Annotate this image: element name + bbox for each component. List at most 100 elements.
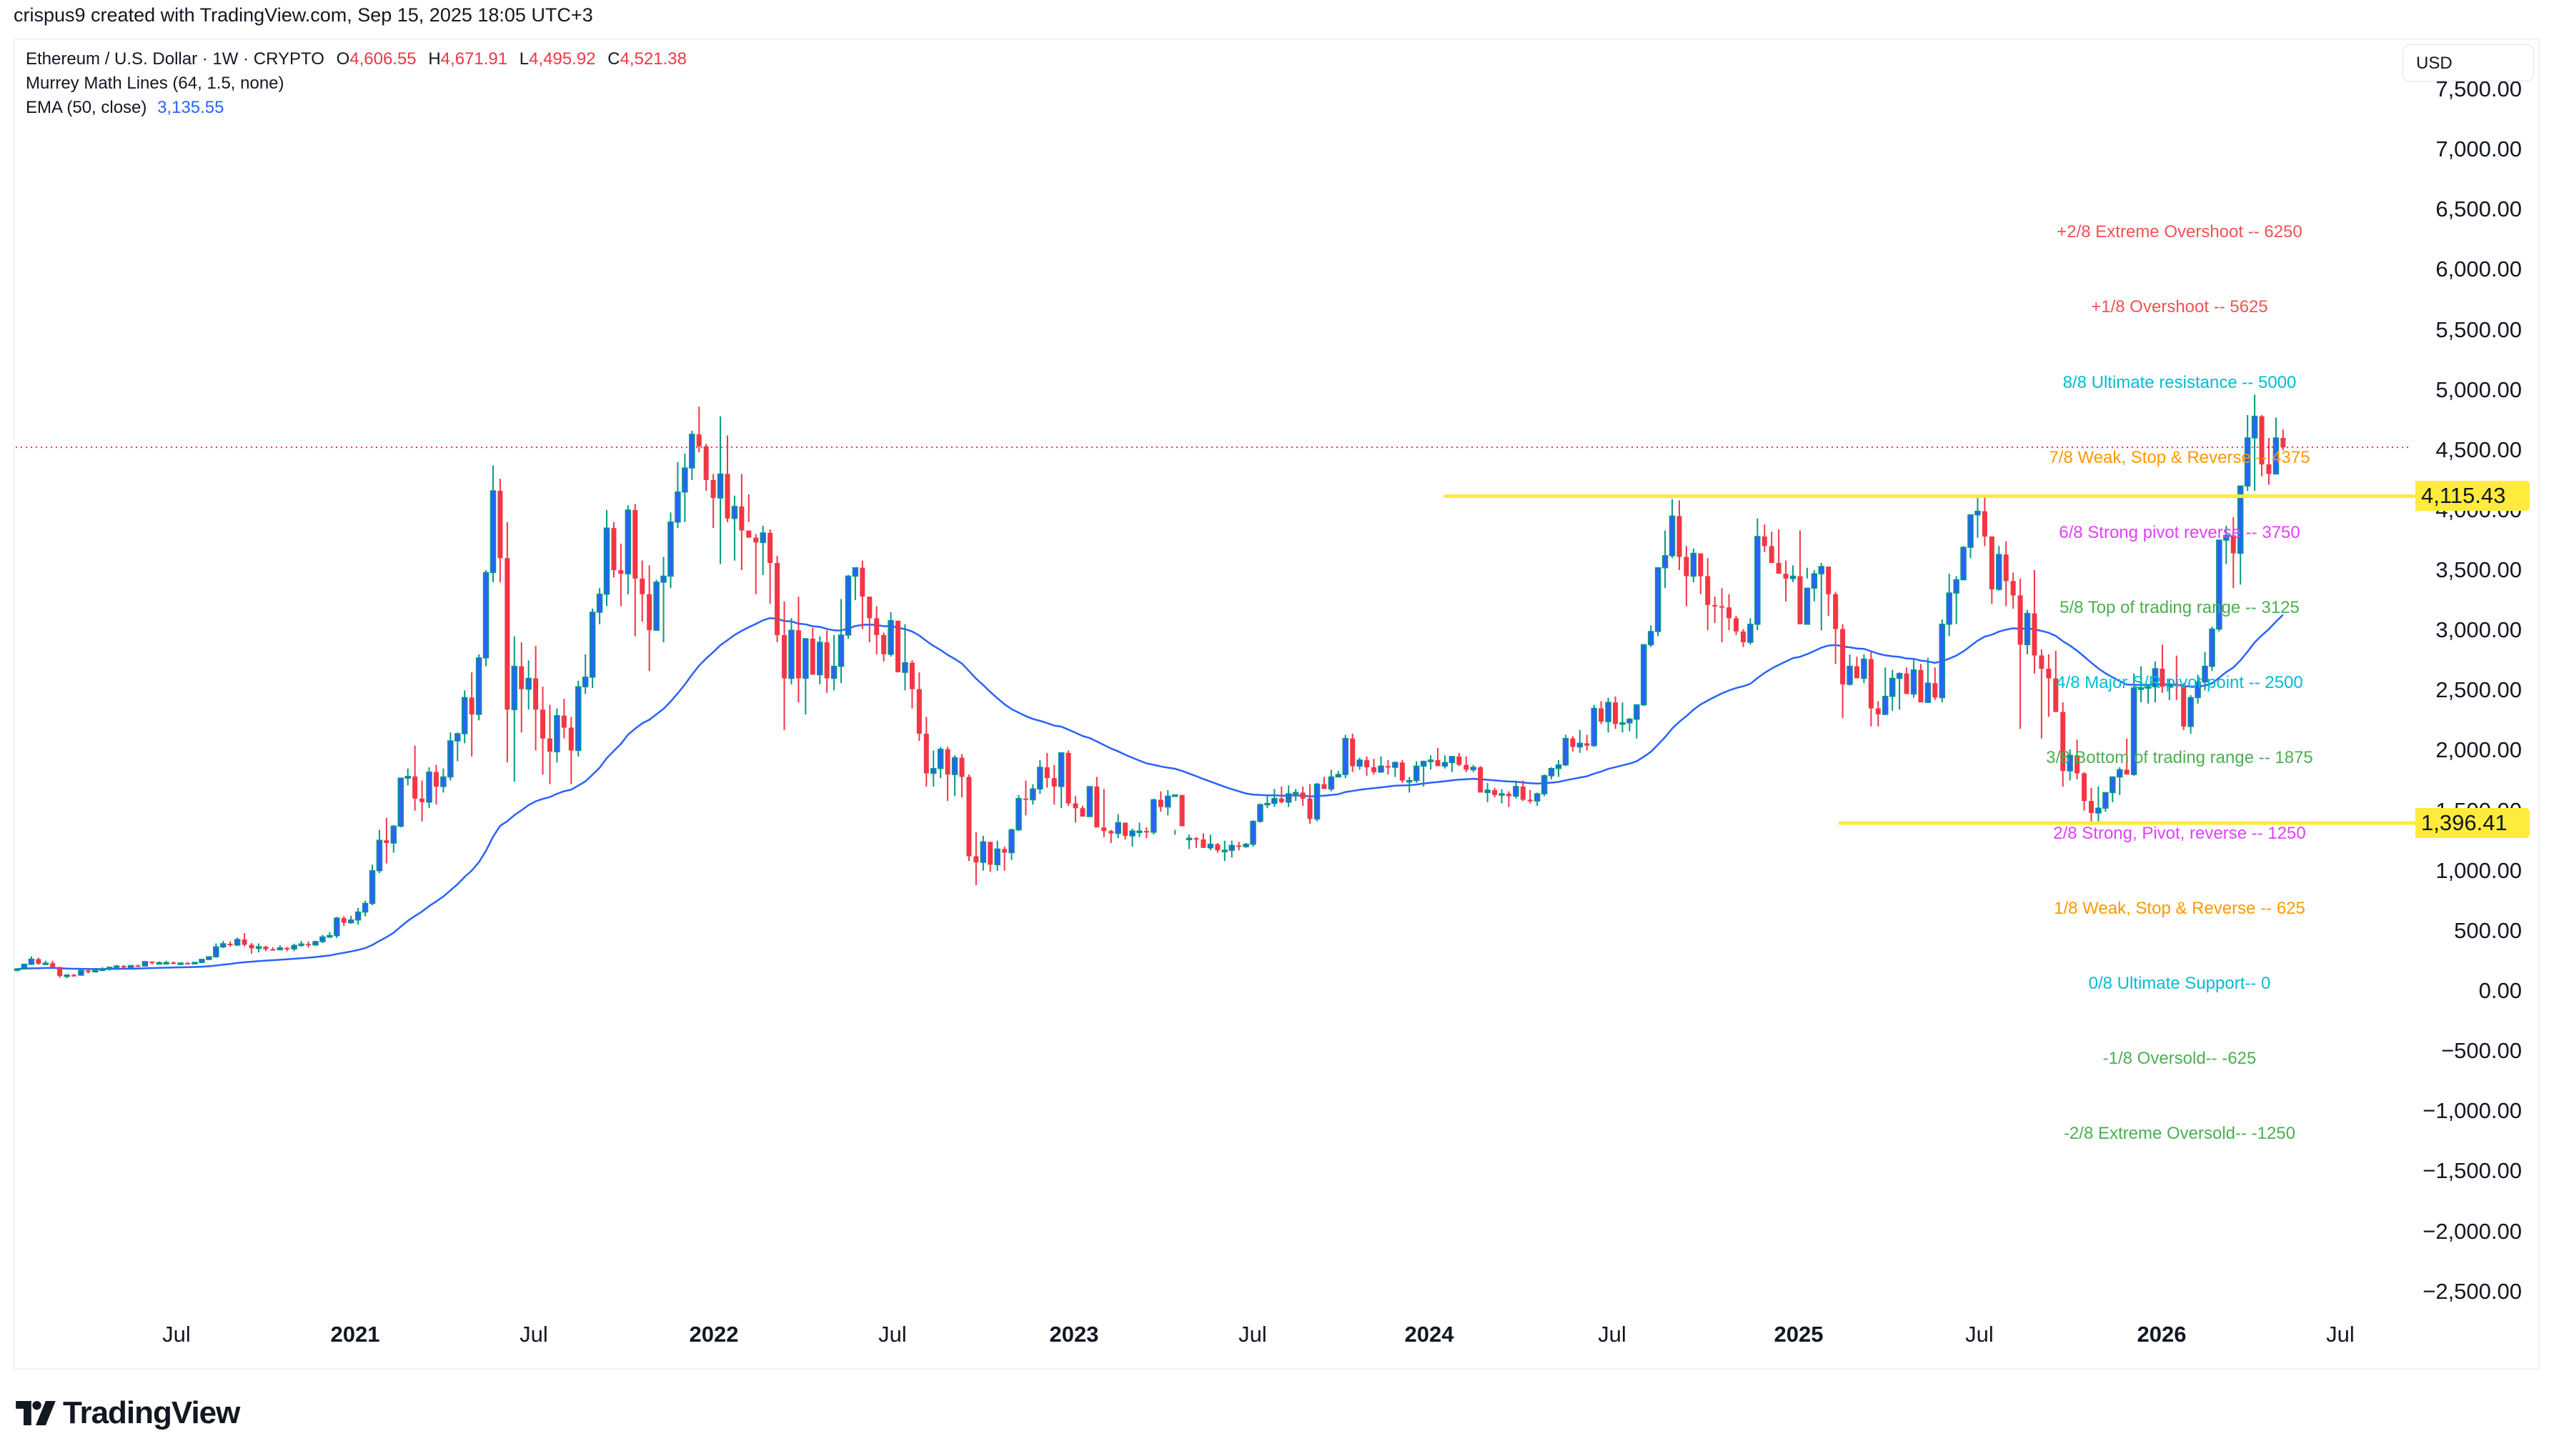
candle-down xyxy=(1193,838,1199,840)
candle-down xyxy=(1371,767,1377,772)
time-axis-tick: 2023 xyxy=(1049,1322,1099,1347)
candle-up xyxy=(1292,792,1299,795)
candle-down xyxy=(419,798,425,802)
candle-up xyxy=(298,943,304,947)
candle-down xyxy=(1599,708,1604,722)
time-axis-tick: 2022 xyxy=(689,1322,739,1347)
candle-up xyxy=(234,939,241,946)
candle-up xyxy=(1392,762,1398,768)
candle-up xyxy=(199,959,205,963)
candle-up xyxy=(1264,802,1271,806)
candle-up xyxy=(2166,684,2173,688)
candle-up xyxy=(1534,793,1541,802)
candle-down xyxy=(1321,784,1327,789)
time-axis-tick: Jul xyxy=(2326,1322,2355,1347)
murrey-math-level-label: 1/8 Weak, Stop & Reverse -- 625 xyxy=(2054,898,2305,918)
candle-up xyxy=(689,434,695,469)
candle-up xyxy=(1513,786,1519,797)
candle-up xyxy=(1228,844,1235,851)
candle-up xyxy=(2145,686,2152,689)
candle-up xyxy=(1910,669,1917,695)
symbol-legend-row[interactable]: Ethereum / U.S. Dollar · 1W · CRYPTO O4,… xyxy=(26,47,687,71)
murrey-math-level-label: 8/8 Ultimate resistance -- 5000 xyxy=(2062,372,2297,392)
candle-down xyxy=(1868,659,1874,709)
candle-down xyxy=(1783,574,1789,579)
candle-up xyxy=(1441,762,1449,767)
candle-up xyxy=(554,714,560,752)
candle-down xyxy=(1073,803,1078,809)
time-axis-tick: 2024 xyxy=(1404,1322,1454,1347)
time-axis-tick: Jul xyxy=(162,1322,191,1347)
candle-up xyxy=(1861,658,1867,679)
candle-down xyxy=(505,558,510,710)
candle-down xyxy=(909,662,915,689)
close-label: C xyxy=(607,49,620,69)
price-axis-tick: 3,500.00 xyxy=(2435,557,2522,583)
chart-legend: Ethereum / U.S. Dollar · 1W · CRYPTO O4,… xyxy=(26,47,687,120)
candle-up xyxy=(1818,566,1825,574)
price-axis-tick: −1,500.00 xyxy=(2423,1158,2522,1184)
open-label: O xyxy=(336,49,350,69)
candle-up xyxy=(92,969,99,973)
ema-legend-row[interactable]: EMA (50, close) 3,135.55 xyxy=(26,96,687,120)
candle-up xyxy=(156,962,163,965)
candle-up xyxy=(42,962,49,965)
candle-up xyxy=(213,946,219,957)
candle-up xyxy=(1484,789,1491,794)
candle-up xyxy=(327,934,333,938)
candle-up xyxy=(163,962,169,965)
candle-down xyxy=(1101,827,1107,832)
candle-up xyxy=(2195,681,2201,699)
close-value: 4,521.38 xyxy=(620,49,687,69)
candle-down xyxy=(2124,769,2130,775)
candle-down xyxy=(1143,831,1149,833)
chart-pane[interactable] xyxy=(14,39,2540,1370)
murrey-math-legend-row[interactable]: Murrey Math Lines (64, 1.5, none) xyxy=(26,71,687,96)
horizontal-line-price-tag[interactable]: 4,115.43 xyxy=(2415,481,2530,512)
candle-down xyxy=(860,567,865,597)
candle-up xyxy=(1413,765,1420,782)
candle-up xyxy=(803,638,809,679)
candle-up xyxy=(816,642,823,676)
candle-down xyxy=(959,757,965,777)
candle-up xyxy=(511,665,518,710)
horizontal-line-price-tag[interactable]: 1,396.41 xyxy=(2415,808,2530,839)
candle-down xyxy=(1492,789,1498,795)
currency-button[interactable]: USD xyxy=(2403,44,2534,81)
candle-down xyxy=(1300,792,1306,799)
candle-up xyxy=(1335,774,1342,778)
candle-down xyxy=(1307,798,1313,819)
murrey-math-level-label: -2/8 Extreme Oversold-- -1250 xyxy=(2063,1124,2296,1144)
candle-down xyxy=(384,840,389,844)
candle-down xyxy=(547,738,552,752)
tradingview-logo[interactable]: TradingView xyxy=(16,1395,240,1431)
candle-up xyxy=(589,612,596,678)
candle-up xyxy=(64,974,70,977)
candle-up xyxy=(1690,552,1697,577)
candle-down xyxy=(2174,684,2180,686)
candle-up xyxy=(2202,665,2208,683)
candle-down xyxy=(973,856,979,862)
candle-up xyxy=(994,848,1000,866)
time-axis-tick: Jul xyxy=(1238,1322,1267,1347)
candle-up xyxy=(1243,843,1249,847)
candle-down xyxy=(824,642,830,679)
candle-up xyxy=(475,657,482,715)
candle-down xyxy=(710,479,716,499)
price-axis-tick: 6,500.00 xyxy=(2435,196,2522,222)
candle-up xyxy=(2251,415,2258,439)
candle-down xyxy=(270,949,276,951)
candle-down xyxy=(725,474,730,519)
candle-down xyxy=(1201,839,1206,848)
candle-down xyxy=(2032,613,2037,656)
candle-up xyxy=(127,964,134,968)
candle-down xyxy=(1918,669,1924,703)
candle-up xyxy=(1151,799,1157,833)
candle-down xyxy=(1712,604,1718,607)
candle-down xyxy=(2160,669,2165,687)
candle-up xyxy=(1250,820,1256,845)
candle-up xyxy=(404,776,411,779)
candle-down xyxy=(2074,755,2080,774)
candle-up xyxy=(1960,547,1967,581)
